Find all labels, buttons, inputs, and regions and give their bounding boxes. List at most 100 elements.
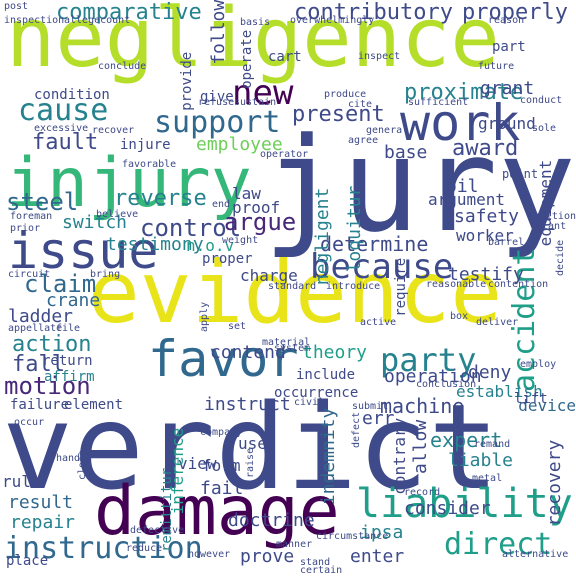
word-because: because [310,247,454,287]
word-element: element [64,397,124,413]
word-argument: argument [428,190,506,209]
word-produce: produce [324,89,367,100]
word-introduce: introduce [326,281,381,292]
word-material: material [262,337,311,348]
word-consider: consider [404,498,491,519]
word-device: device [518,396,576,415]
word-determine: determine [320,232,429,256]
word-record: record [404,487,441,498]
word-system: system [274,343,311,354]
word-future: future [478,61,515,72]
word-conclude: conclude [98,61,147,72]
word-fall: fall [12,352,65,377]
word-oil: oil [446,176,479,197]
word-appellate: appellate [8,323,63,334]
word-liability: liability [356,481,573,527]
word-negligent: negligent [312,187,333,286]
word-provide: provide [179,51,195,111]
word-cart: cart [268,49,302,65]
word-raise: raise [245,447,256,478]
word-inference: inference [168,427,187,515]
word-award: award [452,136,519,161]
word-company: company [200,427,243,438]
word-stand: stand [300,557,331,568]
word-decide: decide [555,239,566,276]
word-overwhelmingly: overwhelmingly [290,15,375,26]
word-motion: motion [4,372,91,400]
word-contend: contend [210,342,286,363]
word-certain: certain [300,565,343,576]
word-grant: grant [480,78,535,99]
word-party: party [380,341,477,379]
word-give: give [200,89,234,105]
word-instruction: instruction [4,531,203,566]
word-believe: believe [96,209,139,220]
word-standard: standard [268,281,317,292]
word-general: general [366,125,409,136]
word-barrel: barrel [488,237,525,248]
word-argue: argue [224,208,297,236]
word-contributory: contributory [294,0,453,25]
word-proof: proof [232,198,281,217]
word-bring: bring [90,269,121,280]
word-operation: operation [384,366,482,387]
word-injury: injury [6,144,252,223]
word-prove: prove [240,546,295,567]
word-return: return [42,353,93,369]
word-present: present [292,102,385,127]
word-agree: agree [348,135,379,146]
word-enter: enter [350,546,405,567]
word-law: law [232,184,261,203]
word-post: post [4,1,29,12]
word-occur: occur [14,417,45,428]
word-switch: switch [62,212,128,233]
word-circumstance: circumstance [316,531,389,542]
word-ipsa: ipsa [360,522,404,543]
word-damage: damage [94,472,340,551]
word-use: use [238,434,267,453]
word-testimony: testimony [106,234,204,255]
word-affirm: affirm [44,369,95,385]
word-recover: recover [92,125,135,136]
word-failure: failure [10,397,70,413]
word-steel: steel [6,188,79,216]
word-contrary: contrary [390,417,409,495]
word-charge: charge [240,266,298,285]
word-allegecount: allegecount [64,15,131,26]
word-expert: expert [430,428,503,452]
word-claim: claim [24,270,97,298]
word-foreman: foreman [10,211,53,222]
word-proper: proper [202,251,253,267]
word-circuit: circuit [8,269,51,280]
word-point: point [502,167,539,181]
word-favor: favor [148,330,299,388]
word-deliver: deliver [476,317,519,328]
word-view: view [178,454,217,473]
word-machine: machine [380,394,465,418]
word-work: work [400,94,521,152]
word-crane: crane [46,290,101,311]
word-testify: testify [448,264,524,285]
word-close: close [77,449,88,480]
word-alternative: alternative [502,549,569,560]
word-occurrence: occurrence [274,385,359,401]
word-contention: contention [488,279,549,290]
word-reasonable: reasonable [426,279,487,290]
word-negligence: negligence [6,0,500,86]
word-defective: defective [130,525,185,536]
word-prior: prior [10,223,41,234]
word-reduce: reduce [126,543,163,554]
word-require: require [393,257,409,317]
word-comparative: comparative [56,0,202,25]
word-weight: weight [222,235,259,246]
word-plant: plant [536,221,567,232]
word-jury: jury [262,109,576,261]
word-cause: cause [18,93,109,128]
word-sole: sole [532,123,557,134]
word-inspection: inspection [4,15,65,26]
word-cite: cite [348,99,373,110]
word-excessive: excessive [34,123,89,134]
word-equipment: equipment [536,159,555,247]
word-end: end [212,199,231,210]
